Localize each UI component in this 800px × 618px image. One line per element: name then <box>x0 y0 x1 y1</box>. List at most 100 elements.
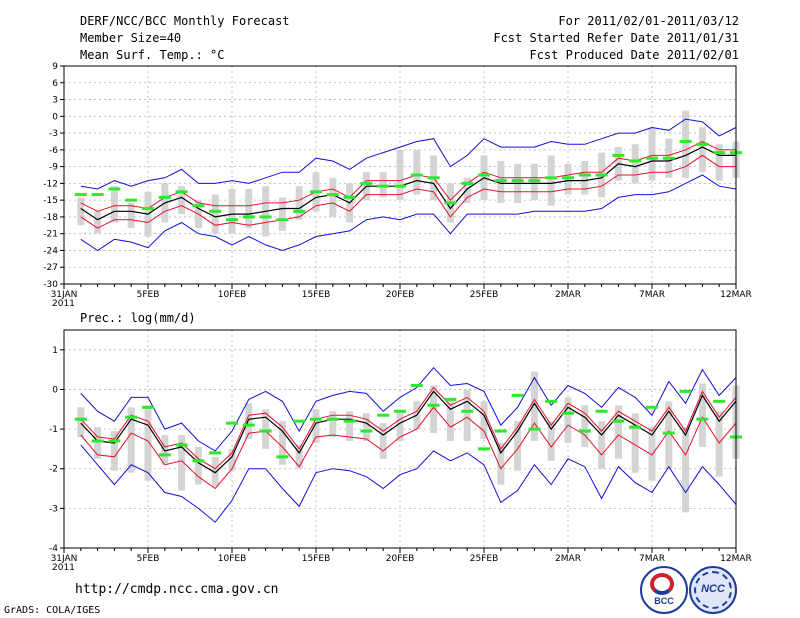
temp-xtick-label: 7MAR <box>639 290 665 300</box>
prec-spread-box <box>480 401 488 439</box>
ncc-logo: NCC <box>689 566 737 614</box>
prec-observed-mark <box>276 455 289 459</box>
temp-spread-box <box>413 149 421 195</box>
prec-spread-box <box>178 435 186 491</box>
temp-ytick-label: -24 <box>43 246 58 256</box>
bcc-logo-text: BCC <box>654 596 674 606</box>
prec-observed-mark <box>74 417 87 421</box>
temp-ytick-label: -21 <box>43 230 58 240</box>
temp-observed-mark <box>629 159 642 163</box>
temp-observed-mark <box>511 179 524 183</box>
prec-observed-mark <box>511 393 524 397</box>
prec-observed-mark <box>343 419 356 423</box>
prec-xtick-year: 2011 <box>52 563 75 573</box>
prec-spread-box <box>329 411 337 438</box>
prec-observed-mark <box>562 411 574 415</box>
temp-spread-box <box>682 110 690 178</box>
temp-observed-mark <box>562 176 574 180</box>
prec-observed-mark <box>427 403 440 407</box>
temp-observed-mark <box>662 156 675 160</box>
prec-observed-mark <box>142 405 154 409</box>
temp-observed-mark <box>175 190 188 194</box>
prec-observed-mark <box>242 423 255 427</box>
temp-xtick-label: 10FEB <box>218 290 247 300</box>
temp-observed-mark <box>696 142 709 146</box>
prec-xtick-label: 31JAN <box>51 554 78 564</box>
prec-xtick-label: 7MAR <box>639 554 665 564</box>
prec-spread-box <box>631 413 639 473</box>
temp-observed-mark <box>259 215 272 219</box>
temp-observed-mark <box>310 190 322 194</box>
temp-observed-mark <box>276 218 289 222</box>
prec-spread-box <box>396 411 404 441</box>
prec-spread-box <box>446 399 454 441</box>
temp-observed-mark <box>343 195 356 199</box>
temp-observed-mark <box>209 209 222 213</box>
temp-ytick-label: 6 <box>52 79 58 89</box>
grads-credit: GrADS: COLA/IGES <box>4 605 101 616</box>
prec-observed-mark <box>125 415 138 419</box>
variable-label: Mean Surf. Temp.: °C <box>80 48 225 62</box>
temp-observed-mark <box>377 184 390 188</box>
temp-xtick-label: 2MAR <box>555 290 581 300</box>
temp-panel: 9 6 3 0 -3 -6 -9 -12 -15 -18 -21 -24 -27 -3031JAN2011… <box>43 62 752 309</box>
prec-observed-mark <box>310 417 322 421</box>
temp-observed-mark <box>326 193 339 197</box>
temp-spread-box <box>295 186 303 220</box>
prec-observed-mark <box>646 405 658 409</box>
forecast-started-date: Fcst Started Refer Date 2011/01/31 <box>493 31 739 45</box>
prec-observed-mark <box>595 409 608 413</box>
prec-series-ensemble-mean <box>80 390 737 474</box>
prec-spread-box <box>715 411 723 477</box>
temp-spread-box <box>648 127 656 181</box>
temp-spread-box <box>715 144 723 181</box>
prec-ytick-label: -4 <box>49 544 58 554</box>
temp-observed-mark <box>142 207 154 211</box>
ncc-logo-text: NCC <box>701 583 725 595</box>
prec-observed-mark <box>478 447 490 451</box>
prec-observed-mark <box>662 431 675 435</box>
temp-observed-mark <box>394 184 406 188</box>
temp-spread-box <box>110 186 118 223</box>
prec-observed-mark <box>696 417 709 421</box>
prec-spread-box <box>77 407 85 438</box>
temp-spread-box <box>329 177 337 217</box>
prec-observed-mark <box>226 421 238 425</box>
temp-spread-box <box>581 161 589 195</box>
prec-xtick-label: 5FEB <box>137 554 160 564</box>
temp-observed-mark <box>646 156 658 160</box>
prec-observed-mark <box>360 429 373 433</box>
prec-ytick-label: -3 <box>49 504 58 514</box>
prec-spread-box <box>530 371 538 441</box>
temp-spread-box <box>127 202 135 229</box>
prec-xtick-label: 2MAR <box>555 554 581 564</box>
prec-observed-mark <box>461 409 474 413</box>
bcc-logo: BCC <box>640 566 688 614</box>
prec-xtick-label: 15FEB <box>302 554 331 564</box>
prec-spread-box <box>430 385 438 434</box>
prec-spread-box <box>312 409 320 443</box>
temp-xtick-label: 20FEB <box>386 290 415 300</box>
prec-observed-mark <box>528 427 541 431</box>
temp-observed-mark <box>91 193 104 197</box>
prec-xtick-label: 20FEB <box>386 554 415 564</box>
temp-observed-mark <box>478 173 490 177</box>
temp-ytick-label: 0 <box>52 112 58 122</box>
temp-observed-mark <box>108 187 121 191</box>
prec-spread-box <box>110 431 118 471</box>
website-url[interactable]: http://cmdp.ncc.cma.gov.cn <box>75 582 279 597</box>
prec-series-mean-std <box>80 406 737 490</box>
prec-spread-box <box>245 403 253 439</box>
temp-spread-box <box>94 211 102 234</box>
temp-observed-mark <box>444 201 457 205</box>
temp-xtick-label: 31JAN <box>51 290 78 300</box>
forecast-period: For 2011/02/01-2011/03/12 <box>558 14 739 28</box>
prec-ytick-label: 1 <box>52 346 58 356</box>
prec-spread-box <box>463 389 471 441</box>
temp-xtick-label: 5FEB <box>137 290 160 300</box>
temp-xtick-label: 12MAR <box>720 290 752 300</box>
prec-spread-box <box>497 442 505 485</box>
prec-series-ensemble-max <box>80 366 737 452</box>
